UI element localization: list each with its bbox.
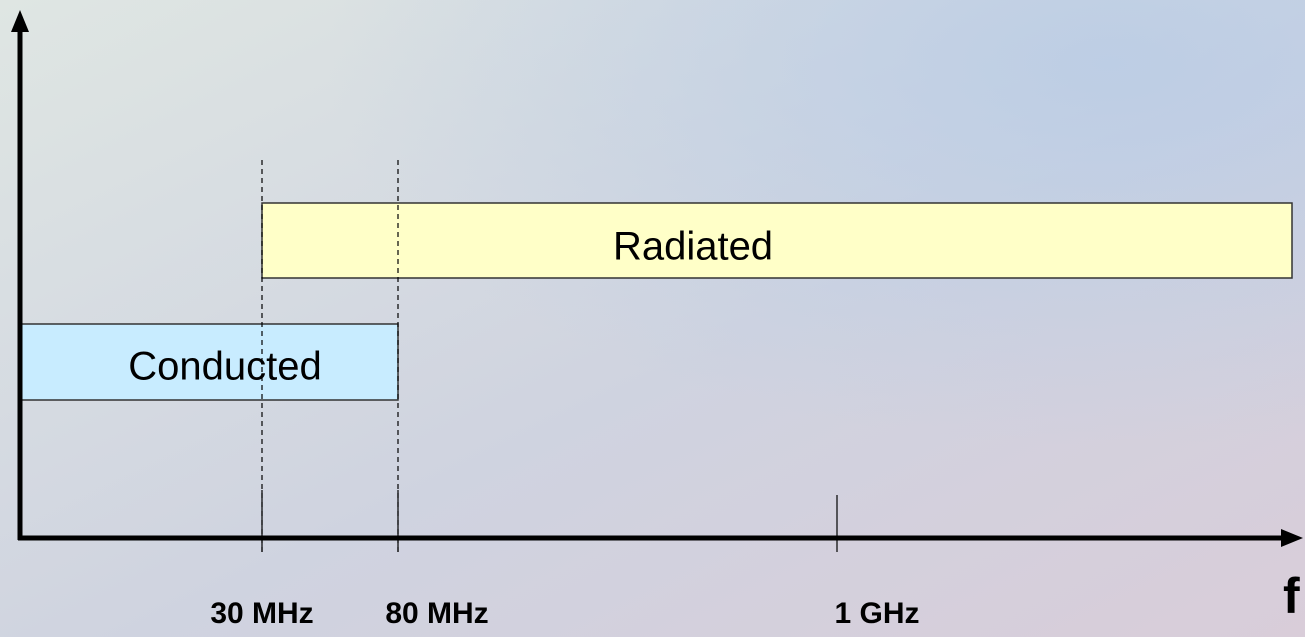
x-axis-arrow — [1281, 529, 1303, 547]
conducted-band — [19, 323, 399, 401]
band-label: Conducted — [128, 345, 321, 389]
axis-label: f — [1283, 568, 1300, 624]
band-label: Radiated — [613, 225, 773, 269]
tick-label: 30 MHz — [210, 597, 313, 630]
y-axis-arrow — [11, 10, 29, 32]
radiated-band — [261, 202, 1293, 279]
tick-label: 1 GHz — [834, 597, 919, 630]
tick-label: 80 MHz — [385, 597, 488, 630]
